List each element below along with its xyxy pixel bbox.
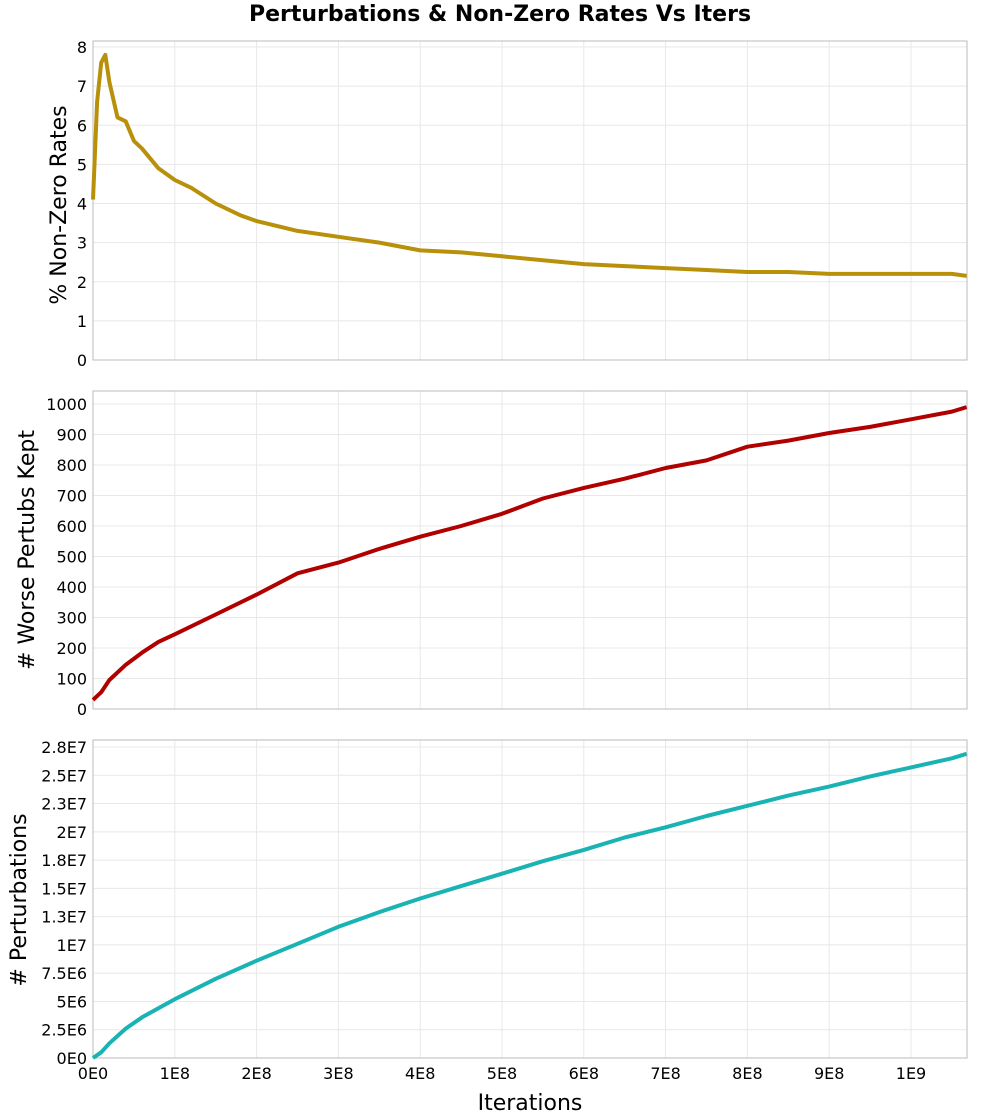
- y-tick-label: 2.3E7: [41, 795, 87, 814]
- y-tick-label: 1.5E7: [41, 879, 87, 898]
- perturb-series-line: [91, 751, 968, 1060]
- y-tick-label: 4: [77, 195, 87, 214]
- y-tick-label: 600: [56, 517, 87, 536]
- plot-frame: [92, 390, 968, 710]
- worse-series-line: [91, 405, 968, 702]
- y-tick-label: 5: [77, 155, 87, 174]
- y-axis-label: % Non-Zero Rates: [47, 105, 72, 304]
- nonzero-series-line: [91, 52, 967, 278]
- x-tick-label: 1E8: [160, 1064, 190, 1083]
- x-tick-label: 3E8: [323, 1064, 353, 1083]
- y-tick-label: 300: [56, 609, 87, 628]
- y-tick-label: 7.5E6: [41, 964, 87, 983]
- chart-title: Perturbations & Non-Zero Rates Vs Iters: [248, 2, 752, 27]
- y-tick-label: 6: [77, 116, 87, 135]
- y-tick-label: 0: [77, 700, 87, 719]
- x-tick-label: 6E8: [569, 1064, 599, 1083]
- y-tick-label: 1E7: [57, 936, 87, 955]
- y-tick-label: 0E0: [57, 1049, 87, 1068]
- y-tick-label: 5E6: [57, 992, 87, 1011]
- y-tick-label: 200: [56, 639, 87, 658]
- nonzero-rates-panel: 0 1 2 3 4 5 6 7 8 % Non-Zero Rates: [47, 38, 968, 370]
- y-tick-label: 1: [77, 312, 87, 331]
- x-tick-label: 1E9: [896, 1064, 926, 1083]
- y-tick-label: 800: [56, 456, 87, 475]
- y-tick-label: 0: [77, 351, 87, 370]
- plot-frame: [92, 40, 968, 361]
- x-tick-label: 2E8: [241, 1064, 271, 1083]
- y-axis-label: # Perturbations: [7, 813, 32, 986]
- y-tick-label: 700: [56, 487, 87, 506]
- y-tick-label: 100: [56, 670, 87, 689]
- y-tick-label: 2.5E7: [41, 766, 87, 785]
- x-tick-label: 0E0: [78, 1064, 108, 1083]
- y-tick-label: 1.8E7: [41, 851, 87, 870]
- worse-perturbs-panel: 0 100 200 300 400 500 600 700 800 900 1000 # Worse …: [15, 390, 968, 719]
- x-tick-label: 5E8: [487, 1064, 517, 1083]
- y-tick-label: 400: [56, 578, 87, 597]
- y-tick-label: 900: [56, 426, 87, 445]
- plot-frame: [92, 739, 968, 1059]
- x-tick-label: 9E8: [814, 1064, 844, 1083]
- y-tick-label: 1000: [46, 395, 87, 414]
- y-tick-label: 2.5E6: [41, 1021, 87, 1040]
- x-axis-label: Iterations: [478, 1091, 583, 1116]
- y-tick-label: 7: [77, 77, 87, 96]
- y-tick-label: 2E7: [57, 823, 87, 842]
- y-tick-label: 1.3E7: [41, 908, 87, 927]
- y-tick-label: 500: [56, 548, 87, 567]
- perturbations-panel: 0E0 2.5E6 5E6 7.5E6 1E7 1.3E7 1.5E7 1.8E7 2E7 2.3…: [7, 738, 968, 1083]
- y-axis-label: # Worse Pertubs Kept: [15, 430, 40, 670]
- y-tick-label: 3: [77, 234, 87, 253]
- x-tick-label: 8E8: [732, 1064, 762, 1083]
- y-tick-label: 8: [77, 38, 87, 57]
- x-tick-label: 4E8: [405, 1064, 435, 1083]
- y-tick-label: 2: [77, 273, 87, 292]
- x-tick-label: 7E8: [650, 1064, 680, 1083]
- y-tick-label: 2.8E7: [41, 738, 87, 757]
